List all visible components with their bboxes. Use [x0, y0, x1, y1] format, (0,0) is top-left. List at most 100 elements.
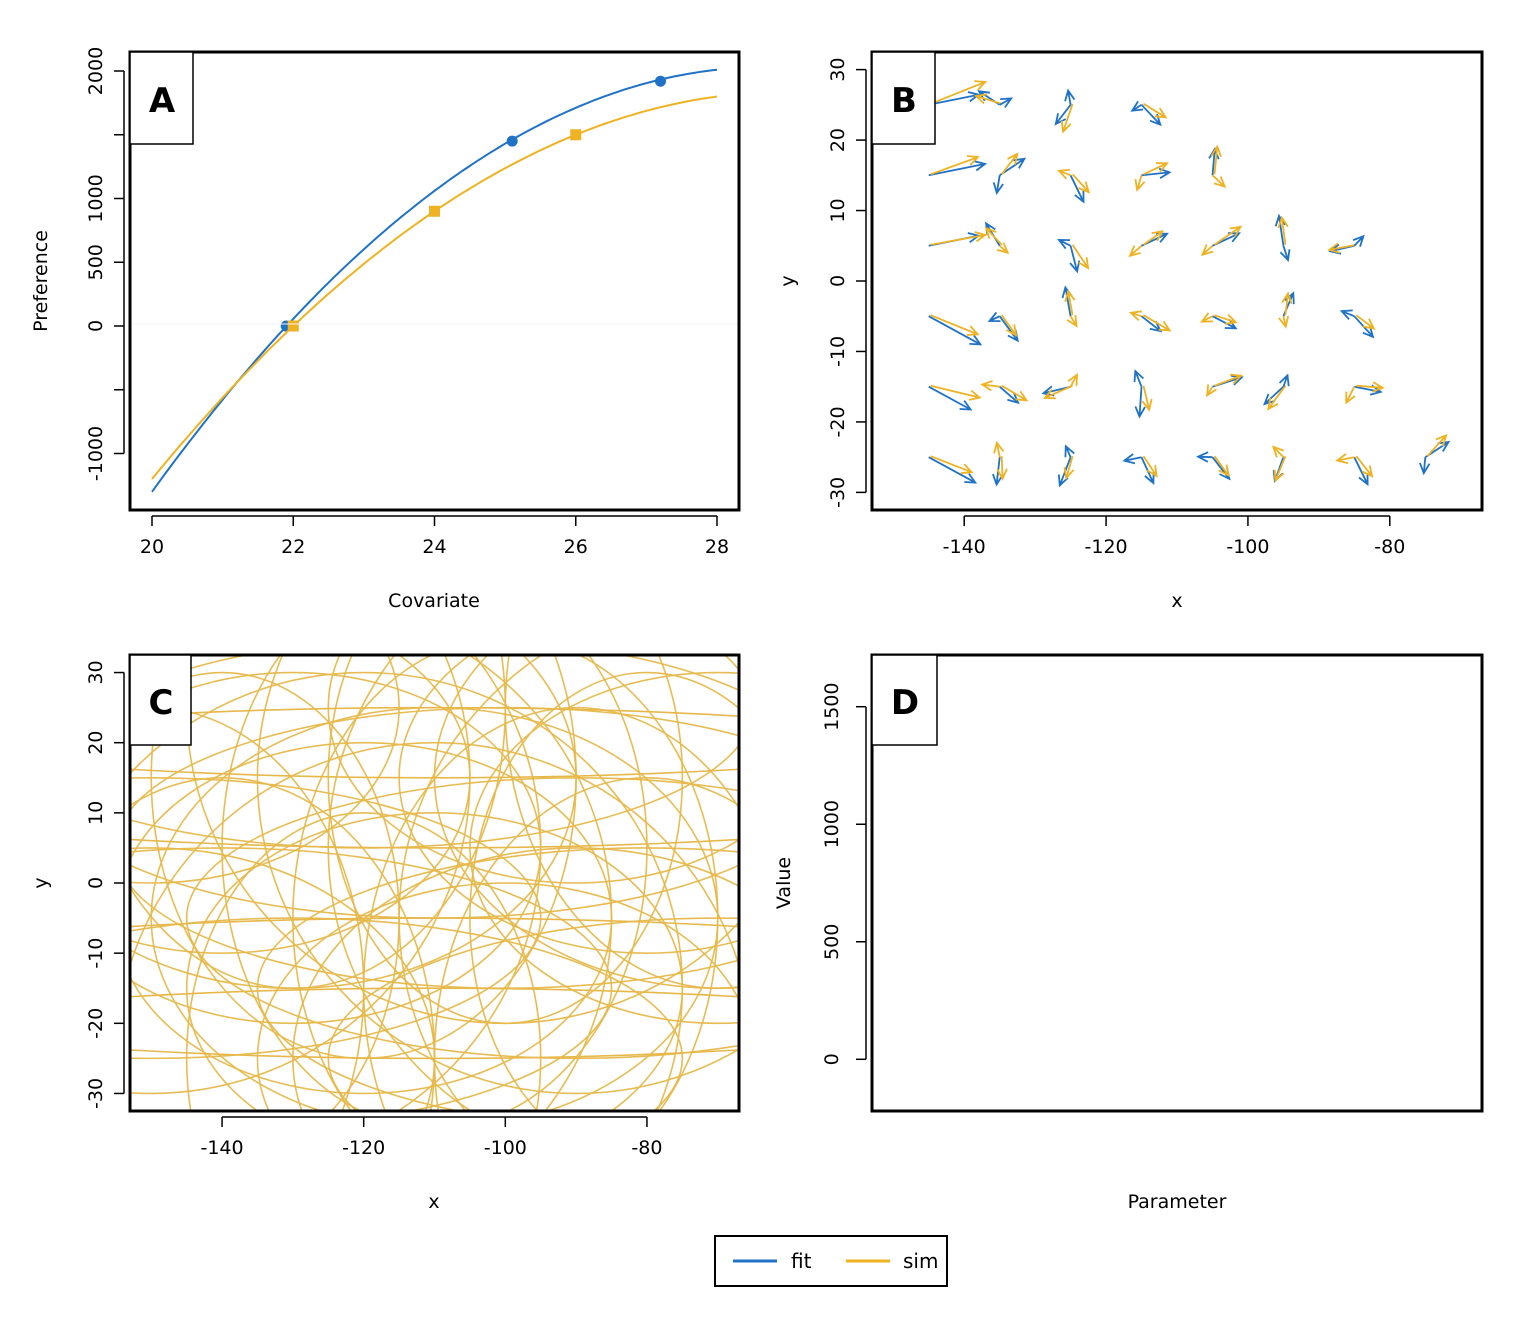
panel-b-arrow [1210, 144, 1222, 175]
panel-a-x-label: Covariate [388, 590, 480, 612]
panel-b-arrow [1206, 384, 1217, 398]
panel-b-arrow [1069, 245, 1081, 274]
panel-a-x-tick-label: 26 [564, 536, 588, 558]
panel-c-y-axis: -30 -20 -10 0 10 20 30 [85, 660, 125, 1109]
panel-c-y-label: y [30, 877, 52, 888]
panel-b-y-tick-label: 30 [827, 58, 849, 82]
panel-c-ellipse [130, 671, 542, 1025]
panel-b-arrow [1064, 444, 1075, 458]
panel-c-y-tick-label: -30 [85, 1078, 107, 1109]
panel-c-y-tick-label: -20 [85, 1008, 107, 1039]
panel-b-arrow [1000, 152, 1019, 175]
panel-a-x-tick-label: 22 [281, 536, 305, 558]
panel-b-arrow [1071, 244, 1090, 270]
panel-b-arrow [930, 231, 988, 246]
panel-b-arrow [1335, 453, 1355, 465]
panel-d-y-axis: 0 500 1000 1500 [821, 683, 867, 1065]
panel-b-y-tick-label: 20 [827, 128, 849, 152]
panel-b-arrow [1142, 230, 1165, 246]
panel-c-ellipse [256, 847, 739, 1111]
panel-a-y-tick-label: 2000 [85, 47, 107, 95]
panel-c-ellipse [130, 741, 613, 1095]
legend: fit sim [714, 1235, 948, 1287]
panel-b-arrow [1196, 451, 1213, 463]
panel-b-arrow [1355, 314, 1376, 330]
panel-b-arrow [1262, 386, 1285, 406]
panel-b-arrow [1001, 384, 1029, 402]
panel-b-arrow [974, 93, 1002, 105]
panel-c-frame [128, 653, 741, 1113]
panel-b-arrow [1339, 309, 1355, 320]
panel-b-y-axis: -30 -20 -10 0 10 20 30 [827, 58, 867, 508]
panel-b-label-box [871, 51, 936, 145]
panel-b-arrow [1277, 215, 1289, 245]
panel-c-label-box [129, 654, 192, 746]
panel-c-y-tick-label: 30 [85, 660, 107, 684]
panel-a-x-axis: 20 22 24 26 28 [140, 515, 729, 558]
panel-b-arrow [1000, 314, 1018, 337]
panel-b-frame [870, 50, 1484, 512]
panel-b-arrow [1122, 453, 1142, 465]
panel-c-ellipse [130, 917, 739, 1060]
panel-b-arrow [1214, 373, 1243, 387]
panel-d: D 0 500 1000 1500 Parameter Value [773, 653, 1484, 1213]
panel-b-arrow [1273, 455, 1287, 483]
panel-b-x-tick-label: -120 [1085, 536, 1128, 558]
panel-b-x-axis: -140 -120 -100 -80 [943, 515, 1405, 558]
panel-b-arrow [1071, 173, 1091, 194]
panel-c-ellipse [130, 987, 739, 998]
panel-b-arrow [1353, 456, 1369, 487]
panel-c-x-tick-label: -100 [484, 1137, 527, 1159]
panel-a-x-tick-label: 24 [422, 536, 446, 558]
panel-c-ellipse [327, 655, 473, 1111]
panel-b-y-tick-label: 0 [827, 275, 849, 287]
panel-b-x-tick-label: -80 [1374, 536, 1405, 558]
panel-a-label: A [149, 81, 176, 121]
panel-b-arrow [1140, 315, 1163, 333]
panel-a-y-axis: -1000 0 500 1000 2000 [85, 47, 125, 481]
panel-a-sim-point [570, 129, 582, 141]
panel-b-arrow [996, 456, 1008, 481]
panel-a-x-tick-label: 20 [140, 536, 164, 558]
panel-d-y-tick-label: 500 [821, 924, 843, 960]
panel-b-arrow [928, 456, 978, 484]
panel-d-y-tick-label: 1000 [821, 800, 843, 848]
panel-b-arrow [1214, 314, 1238, 325]
panel-c-ellipse [130, 768, 739, 779]
panel-b-x-label: x [1171, 590, 1182, 612]
panel-b-arrow [1355, 455, 1374, 478]
panel-b-arrow [996, 242, 1010, 255]
panel-b-arrow [1064, 289, 1076, 316]
panel-b-arrow [1281, 291, 1293, 316]
panel-b-arrow [1200, 312, 1214, 323]
panel-b-arrow [1345, 386, 1356, 405]
panel-c-ellipse [327, 917, 739, 1111]
panel-b-arrow [1143, 162, 1169, 176]
panel-a-fit-point [506, 135, 518, 147]
panel-c-y-tick-label: 20 [85, 731, 107, 755]
panel-c-ellipse [256, 882, 739, 1111]
panel-c-x-axis: -140 -120 -100 -80 [200, 1116, 662, 1159]
panel-b-arrow [1278, 373, 1290, 388]
panel-c-ellipses [130, 655, 739, 1111]
panel-b-arrow [930, 384, 982, 401]
panel-b-arrow [1271, 445, 1285, 458]
panel-d-y-tick-label: 1500 [821, 683, 843, 731]
panel-c-ellipse [185, 777, 739, 1060]
panel-b-arrow [999, 386, 1020, 405]
panel-c-ellipse [327, 655, 739, 884]
panel-c-x-label: x [428, 1191, 439, 1213]
panel-a-curves [151, 68, 718, 493]
legend-fit-label: fit [791, 1249, 812, 1273]
panel-b-arrow [1143, 103, 1168, 119]
panel-a-sim-point [429, 205, 440, 217]
panel-b-arrows [928, 80, 1451, 488]
panel-d-y-label: Value [773, 857, 795, 909]
panel-c-x-tick-label: -80 [631, 1137, 662, 1159]
panel-b-arrow [1064, 88, 1076, 105]
panel-a-sim-point [287, 320, 299, 332]
panel-b-arrow [1057, 238, 1072, 250]
panel-c-ellipse [130, 741, 739, 969]
